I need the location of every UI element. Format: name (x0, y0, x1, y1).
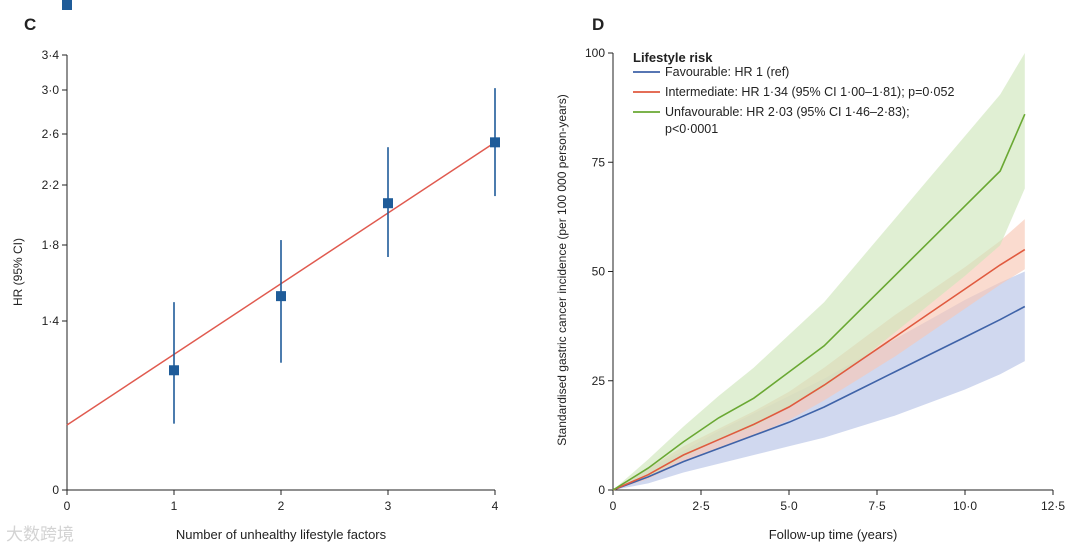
d-legend-title: Lifestyle risk (633, 50, 713, 65)
d-legend-label-2: Unfavourable: HR 2·03 (95% CI 1·46–2·83)… (665, 105, 910, 136)
d-x-tick-label: 12·5 (1041, 499, 1065, 513)
d-y-axis-title: Standardised gastric cancer incidence (p… (555, 94, 569, 446)
d-y-tick-label: 25 (592, 374, 606, 388)
d-y-tick-label: 0 (598, 483, 605, 497)
c-x-tick-label: 3 (385, 499, 392, 513)
c-hr-point (490, 137, 500, 148)
panel-d-label: D (592, 15, 604, 34)
c-hr-point (383, 198, 393, 209)
d-ci-band-2 (613, 53, 1025, 490)
c-y-tick-label: 1·4 (42, 314, 60, 328)
c-y-tick-label: 2·6 (42, 127, 60, 141)
d-x-tick-label: 7·5 (868, 499, 886, 513)
d-x-tick-label: 0 (610, 499, 617, 513)
c-x-axis-title: Number of unhealthy lifestyle factors (176, 527, 387, 542)
c-y-tick-label: 0 (52, 483, 59, 497)
d-y-tick-label: 75 (592, 155, 606, 169)
d-series-line-2 (612, 113, 1026, 491)
c-y-tick-label: 3·0 (42, 83, 60, 97)
d-x-tick-label: 2·5 (692, 499, 710, 513)
panel-c-chart: 0 1·0 1·4 1·8 2·2 2·6 3·0 3·4 0 1 2 3 4 Number of unh… (11, 0, 500, 542)
d-y-tick-label: 100 (585, 46, 605, 60)
d-x-tick-label: 5·0 (780, 499, 798, 513)
c-x-tick-label: 2 (278, 499, 285, 513)
c-y-axis-title: HR (95% CI) (11, 238, 25, 306)
c-y-tick-label: 1·8 (42, 238, 60, 252)
c-y-tick-label: 2·2 (42, 178, 60, 192)
d-x-axis-title: Follow-up time (years) (769, 527, 898, 542)
c-hr-point (276, 291, 286, 302)
c-hr-point (169, 365, 179, 376)
watermark-text: 大数跨境 (6, 525, 74, 545)
d-legend-label-0: Favourable: HR 1 (ref) (665, 65, 789, 79)
c-hr-point (62, 0, 72, 10)
d-series-line-1 (612, 248, 1026, 491)
c-x-tick-label: 4 (492, 499, 499, 513)
panel-c-label: C (24, 15, 36, 34)
c-y-tick-label: 3·4 (42, 48, 60, 62)
d-x-tick-label: 10·0 (953, 499, 977, 513)
c-x-tick-label: 0 (64, 499, 71, 513)
d-legend-label-1: Intermediate: HR 1·34 (95% CI 1·00–1·81)… (665, 85, 954, 99)
c-x-tick-label: 1 (171, 499, 178, 513)
d-y-tick-label: 50 (592, 265, 606, 279)
panel-d-chart: 0 25 50 75 100 0 2·5 5·0 7·5 10·0 12·5 Follow-up ti… (555, 46, 1065, 542)
c-y-tick-label: 1·0 (42, 0, 60, 3)
d-series-line-0 (612, 305, 1026, 491)
